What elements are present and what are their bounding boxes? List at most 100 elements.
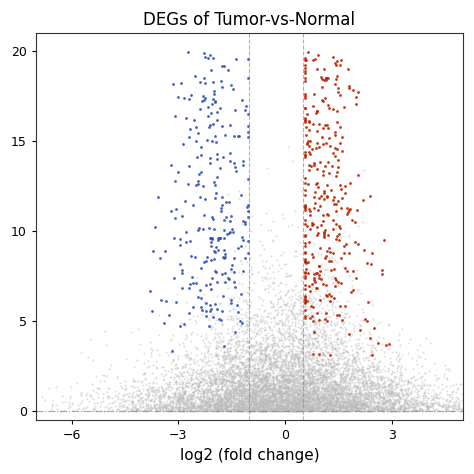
Point <box>313 284 320 292</box>
Point <box>352 348 360 356</box>
Point <box>247 382 255 389</box>
Point <box>256 390 264 398</box>
Point <box>260 356 268 364</box>
Point <box>353 357 360 365</box>
Point <box>390 401 398 409</box>
Point <box>322 366 330 374</box>
Point <box>304 389 311 396</box>
Point <box>435 374 443 382</box>
Point <box>392 401 399 408</box>
Point <box>280 389 288 397</box>
Point <box>314 309 322 317</box>
Point <box>225 190 232 198</box>
Point <box>343 394 351 401</box>
Point <box>163 404 170 411</box>
Point <box>276 317 284 325</box>
Point <box>171 389 179 396</box>
Point <box>197 405 204 412</box>
Point <box>295 372 303 380</box>
Point <box>311 393 319 401</box>
Point <box>328 392 336 400</box>
Point <box>123 406 130 414</box>
Point <box>328 378 336 386</box>
Point <box>366 385 374 392</box>
Point <box>319 371 326 379</box>
Point <box>216 399 224 406</box>
Point <box>255 404 263 411</box>
Point <box>275 388 283 396</box>
Point <box>297 406 304 414</box>
Point <box>305 380 313 387</box>
Point <box>201 389 208 397</box>
Point <box>301 105 309 112</box>
Point <box>330 379 337 386</box>
Point <box>293 389 301 397</box>
Point <box>220 391 228 398</box>
Point <box>219 375 227 383</box>
Point <box>241 395 248 403</box>
Point <box>183 350 191 357</box>
Point <box>338 384 346 392</box>
Point <box>368 372 376 380</box>
Point <box>260 396 267 404</box>
Point <box>232 338 240 346</box>
Point <box>258 406 265 413</box>
Point <box>265 382 273 390</box>
Point <box>262 375 270 383</box>
Point <box>256 386 264 393</box>
Point <box>348 330 356 337</box>
Point <box>184 399 191 406</box>
Point <box>264 407 271 414</box>
Point <box>305 342 312 350</box>
Point <box>215 401 223 409</box>
Point <box>301 296 309 303</box>
Point <box>280 402 287 410</box>
Point <box>340 379 347 387</box>
Point <box>210 398 218 405</box>
Point <box>216 397 223 405</box>
Point <box>300 386 307 394</box>
Point <box>285 373 292 380</box>
Point <box>282 329 289 337</box>
Point <box>187 373 195 381</box>
Point <box>342 366 349 374</box>
Point <box>277 391 285 398</box>
Point <box>251 349 258 356</box>
Point <box>97 407 105 414</box>
Point <box>238 270 246 278</box>
Point <box>348 369 356 376</box>
Point <box>230 268 238 275</box>
Point <box>317 267 324 274</box>
Point <box>210 376 217 383</box>
Point <box>330 359 337 367</box>
Point <box>220 392 228 400</box>
Point <box>204 357 211 365</box>
Point <box>349 402 356 410</box>
Point <box>254 328 261 336</box>
Point <box>260 406 268 414</box>
Point <box>198 404 206 412</box>
Point <box>234 406 241 413</box>
Point <box>189 403 197 410</box>
Point <box>301 392 309 400</box>
Point <box>383 387 390 395</box>
Point <box>422 399 429 407</box>
Point <box>140 370 148 378</box>
Point <box>374 404 381 411</box>
Point <box>389 391 396 398</box>
Point <box>212 391 219 399</box>
Point <box>210 380 218 387</box>
Point <box>249 382 257 389</box>
Point <box>393 407 401 415</box>
Point <box>244 258 251 265</box>
Point <box>355 406 362 413</box>
Point <box>412 401 419 409</box>
Point <box>321 396 328 403</box>
Point <box>241 397 249 405</box>
Point <box>321 265 328 273</box>
Point <box>224 402 232 410</box>
Point <box>373 405 381 413</box>
Point <box>279 355 286 363</box>
Point <box>261 374 269 382</box>
Point <box>219 406 227 414</box>
